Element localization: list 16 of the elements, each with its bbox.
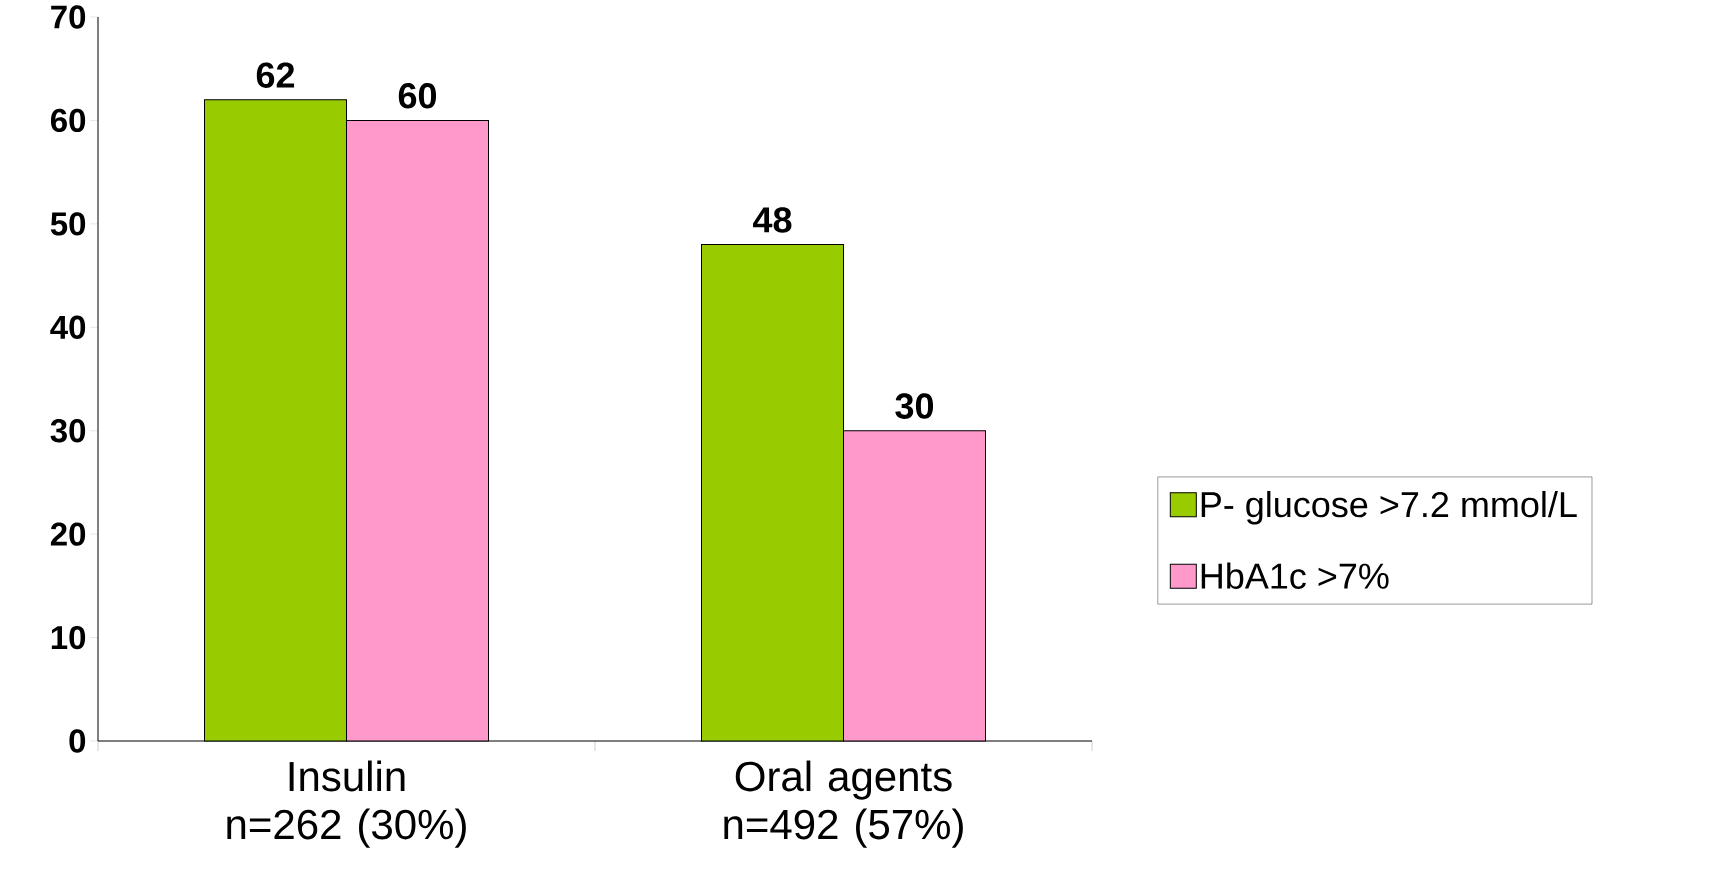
x-tick-label: Oral agents n=492 (57%) (724, 760, 963, 848)
y-tick-label: 70 (51, 5, 86, 29)
y-tick-label: 10 (51, 625, 86, 650)
x-tick-label: Insulin n=262 (30%) (227, 760, 466, 848)
data-label: 60 (398, 83, 437, 109)
y-tick-label: 60 (50, 108, 86, 133)
data-label: 30 (895, 393, 934, 419)
y-tick-label: 50 (50, 212, 86, 236)
y-tick-label: 20 (50, 522, 86, 546)
data-label: 48 (753, 207, 792, 233)
y-tick-label: 40 (50, 315, 86, 339)
legend-label: HbA1c >7% (1201, 562, 1389, 589)
y-tick-label: 0 (69, 729, 86, 753)
legend-label: P- glucose >7.2 mmol/L (1201, 490, 1577, 525)
y-tick-label: 30 (50, 419, 86, 443)
data-label: 62 (256, 62, 295, 88)
